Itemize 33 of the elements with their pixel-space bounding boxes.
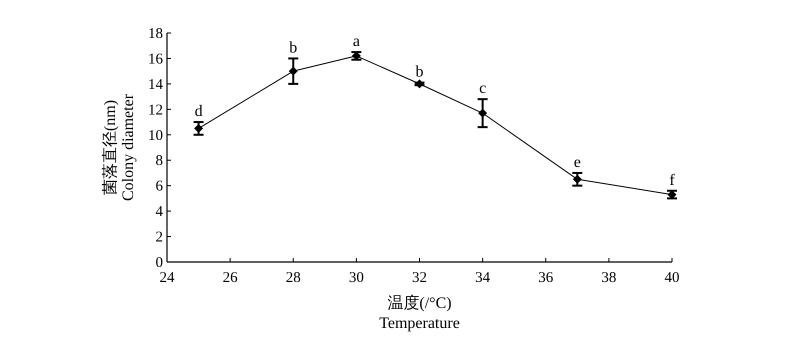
point [288, 66, 298, 76]
y-tick-label: 8 [156, 153, 163, 170]
y-tick-label: 2 [156, 230, 163, 246]
annotation: c [479, 80, 486, 98]
x-tick-label: 38 [601, 270, 616, 286]
annotation: d [194, 103, 203, 120]
x-tick-label: 24 [160, 270, 175, 286]
annotation: b [289, 39, 298, 56]
point [572, 174, 582, 184]
y-tick-label: 0 [156, 255, 163, 271]
y-tick-label: 14 [148, 76, 164, 93]
point [194, 124, 204, 133]
y-tick-label: 10 [148, 128, 163, 144]
point [415, 79, 424, 88]
annotation: f [669, 172, 676, 189]
y-tick-label: 6 [156, 178, 164, 195]
x-tick-label: 34 [475, 270, 491, 286]
y-tick-label: 16 [148, 51, 164, 68]
x-tick-label: 40 [664, 270, 680, 286]
annotation: a [352, 33, 360, 50]
annotation: b [416, 64, 424, 81]
point [478, 108, 488, 118]
y-tick-label: 4 [156, 204, 164, 220]
x-axis-title: 温度(/°C) Temperature [379, 294, 460, 332]
x-tick-label: 26 [222, 270, 238, 286]
y-tick-label: 18 [148, 26, 163, 42]
x-tick-label: 32 [412, 270, 427, 286]
y-tick-label: 12 [148, 102, 163, 118]
x-tick-label: 36 [538, 270, 554, 286]
x-tick-label: 30 [348, 270, 364, 286]
y-axis-title: 菌落直径(nm) Colony diameter [101, 93, 137, 202]
annotation: e [574, 154, 581, 171]
x-tick-label: 28 [286, 270, 301, 286]
